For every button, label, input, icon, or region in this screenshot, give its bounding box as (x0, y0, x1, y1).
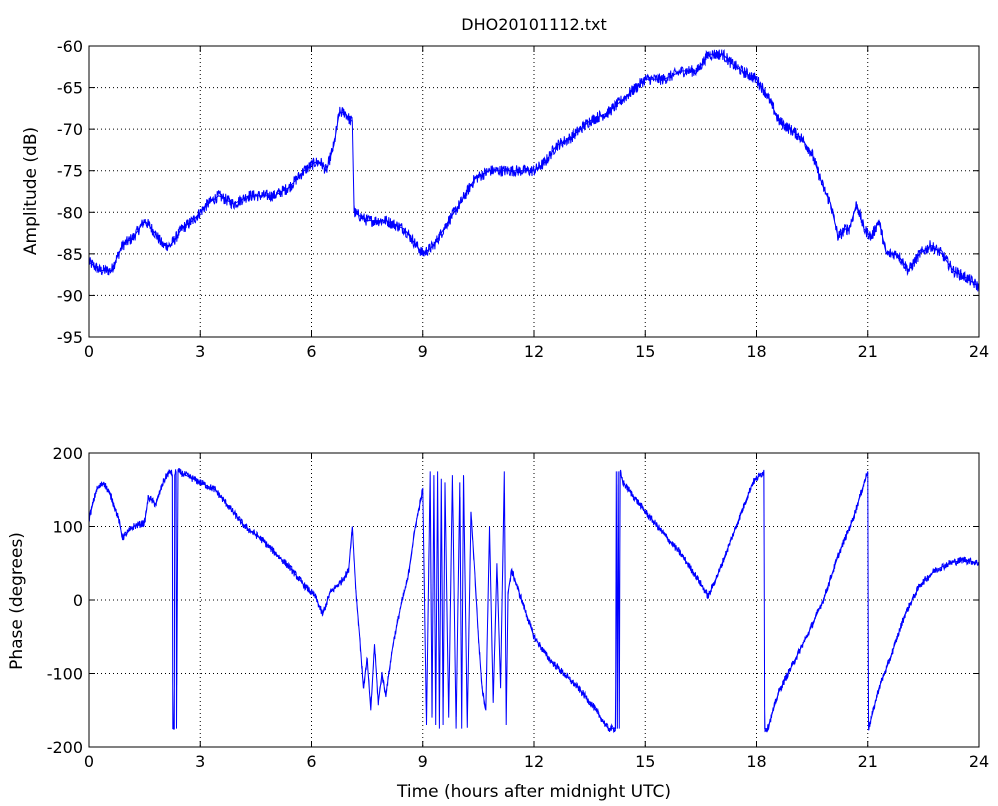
tick-marks (88, 45, 980, 338)
x-tick-label: 15 (635, 752, 655, 771)
y-tick-label: -95 (57, 328, 83, 347)
x-tick-label: 21 (858, 752, 878, 771)
y-tick-label: -200 (47, 738, 83, 757)
y-tick-label: 0 (73, 591, 83, 610)
x-tick-labels: 0 3 6 9 12 15 18 21 24 (84, 342, 989, 361)
x-tick-label: 15 (635, 342, 655, 361)
x-tick-label: 9 (418, 342, 428, 361)
x-tick-label: 18 (746, 752, 766, 771)
y-tick-labels: -95 -90 -85 -80 -75 -70 -65 -60 (57, 37, 83, 347)
amplitude-chart: DHO20101112.txt Amplitude (dB) 0 3 6 9 12 15 1… (21, 15, 989, 361)
x-tick-label: 24 (969, 342, 989, 361)
y-tick-label: -70 (57, 120, 83, 139)
tick-marks (88, 452, 980, 748)
y-axis-label: Amplitude (dB) (21, 127, 41, 255)
x-tick-label: 24 (969, 752, 989, 771)
y-tick-labels: -200 -100 0 100 200 (47, 444, 83, 757)
x-axis-label: Time (hours after midnight UTC) (396, 782, 671, 802)
grid-lines (89, 46, 979, 337)
plot-frame (88, 45, 980, 338)
y-tick-label: 200 (52, 444, 83, 463)
x-tick-label: 18 (746, 342, 766, 361)
x-tick-label: 12 (524, 342, 544, 361)
y-axis-label: Phase (degrees) (7, 532, 27, 670)
x-tick-label: 21 (858, 342, 878, 361)
x-tick-label: 12 (524, 752, 544, 771)
grid-lines (89, 453, 979, 747)
y-tick-label: -100 (47, 665, 83, 684)
y-tick-label: -60 (57, 37, 83, 56)
x-tick-label: 6 (306, 342, 316, 361)
chart-title: DHO20101112.txt (461, 15, 606, 34)
y-tick-label: -80 (57, 203, 83, 222)
y-tick-label: -75 (57, 162, 83, 181)
x-tick-label: 6 (306, 752, 316, 771)
series-line-amplitude (88, 49, 980, 292)
x-tick-label: 0 (84, 342, 94, 361)
y-tick-label: -65 (57, 79, 83, 98)
x-tick-label: 3 (195, 752, 205, 771)
y-tick-label: 100 (52, 518, 83, 537)
series-line-phase (88, 468, 980, 734)
y-tick-label: -85 (57, 245, 83, 264)
x-tick-label: 0 (84, 752, 94, 771)
y-tick-label: -90 (57, 286, 83, 305)
x-tick-labels: 0 3 6 9 12 15 18 21 24 (84, 752, 989, 771)
phase-chart: Phase (degrees) 0 3 6 9 12 15 18 21 24 -200 -100 0… (7, 444, 989, 802)
x-tick-label: 9 (418, 752, 428, 771)
x-tick-label: 3 (195, 342, 205, 361)
